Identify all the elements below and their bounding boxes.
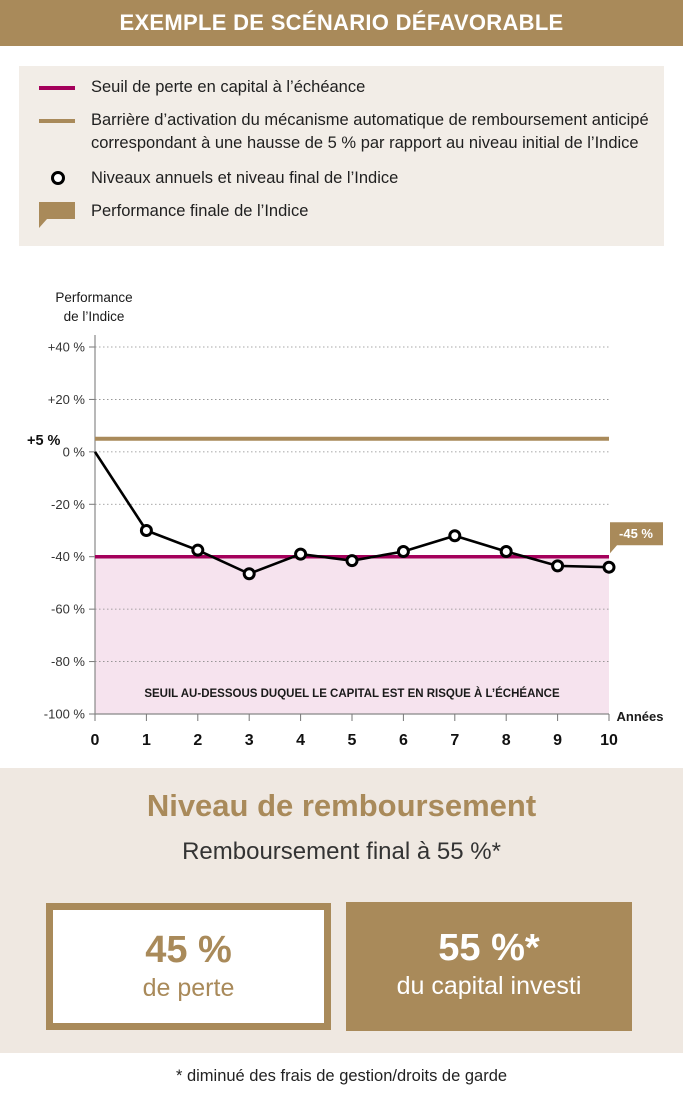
loss-box: 45 % de perte [46,903,331,1030]
x-tick-label: 10 [600,732,618,749]
index-point [448,529,462,543]
index-point [294,547,308,561]
final-performance-label: -45 % [619,526,653,541]
index-point [139,524,153,537]
y-tick-label: -20 % [51,497,85,512]
y-axis-title-line1: Performance [55,290,132,305]
legend-item-barrier: Barrière d’activation du mécanisme autom… [19,109,664,157]
flag-icon [39,202,75,228]
index-point [396,544,410,558]
loss-label: de perte [142,974,235,1002]
x-tick-label: 6 [399,732,408,749]
index-point [551,559,565,573]
flag-shape [610,522,663,554]
index-point [602,560,616,574]
legend-label: Niveaux annuels et niveau final de l’Ind… [91,169,399,187]
legend-label: Performance finale de l’Indice [91,202,309,220]
footnote: * diminué des frais de gestion/droits de… [175,1067,508,1085]
x-tick-label: 1 [142,732,151,749]
x-tick-label: 3 [245,732,254,749]
capital-box: 55 %* du capital investi [346,902,632,1031]
x-tick-label: 0 [91,732,100,749]
y-tick-label: 0 % [63,444,86,459]
capital-label: du capital investi [396,972,582,1000]
repayment-section: Niveau de remboursement Remboursement fi… [0,768,683,1053]
scenario-title: EXEMPLE DE SCÉNARIO DÉFAVORABLE [0,0,683,46]
barrier-label: +5 % [27,433,61,449]
y-tick-label: -40 % [51,549,85,564]
magenta-line-icon [39,86,75,90]
x-tick-label: 7 [450,732,459,749]
x-axis-title: Années [617,709,664,724]
x-tick-label: 9 [553,732,562,749]
risk-zone-label: SEUIL AU-DESSOUS DUQUEL LE CAPITAL EST E… [144,687,560,700]
capital-value: 55 %* [438,927,540,969]
legend-label: Barrière d’activation du mécanisme autom… [91,111,649,152]
y-tick-label: +40 % [48,340,86,355]
y-axis-title-line2: de l’Indice [64,309,125,324]
risk-zone [95,556,609,714]
legend-item-index-levels: Niveaux annuels et niveau final de l’Ind… [19,167,664,191]
x-tick-label: 5 [348,732,357,749]
y-tick-label: -80 % [51,654,85,669]
x-tick-label: 2 [193,732,202,749]
loss-value: 45 % [145,929,232,971]
performance-chart: Performance de l’Indice Années SEUIL AU-… [0,260,683,765]
x-tick-label: 8 [502,732,511,749]
index-point [191,543,205,557]
y-tick-label: -100 % [44,707,86,722]
repayment-subtitle: Remboursement final à 55 %* [182,838,501,865]
index-point [345,554,359,568]
chart-svg: Performance de l’Indice Années SEUIL AU-… [27,290,664,749]
index-point [242,567,256,581]
y-tick-label: +20 % [48,392,86,407]
x-tick-label: 4 [296,732,305,749]
legend-item-loss-threshold: Seuil de perte en capital à l’échéance [19,76,664,100]
legend-label: Seuil de perte en capital à l’échéance [91,78,366,96]
repayment-title: Niveau de remboursement [146,788,537,823]
final-performance-flag: -45 % [610,522,663,554]
circle-marker-icon [51,171,65,185]
y-tick-label: -60 % [51,602,85,617]
gold-line-icon [39,119,75,123]
legend-item-final-performance: Performance finale de l’Indice [19,200,664,228]
legend: Seuil de perte en capital à l’échéance B… [19,66,664,246]
index-point [499,544,513,558]
